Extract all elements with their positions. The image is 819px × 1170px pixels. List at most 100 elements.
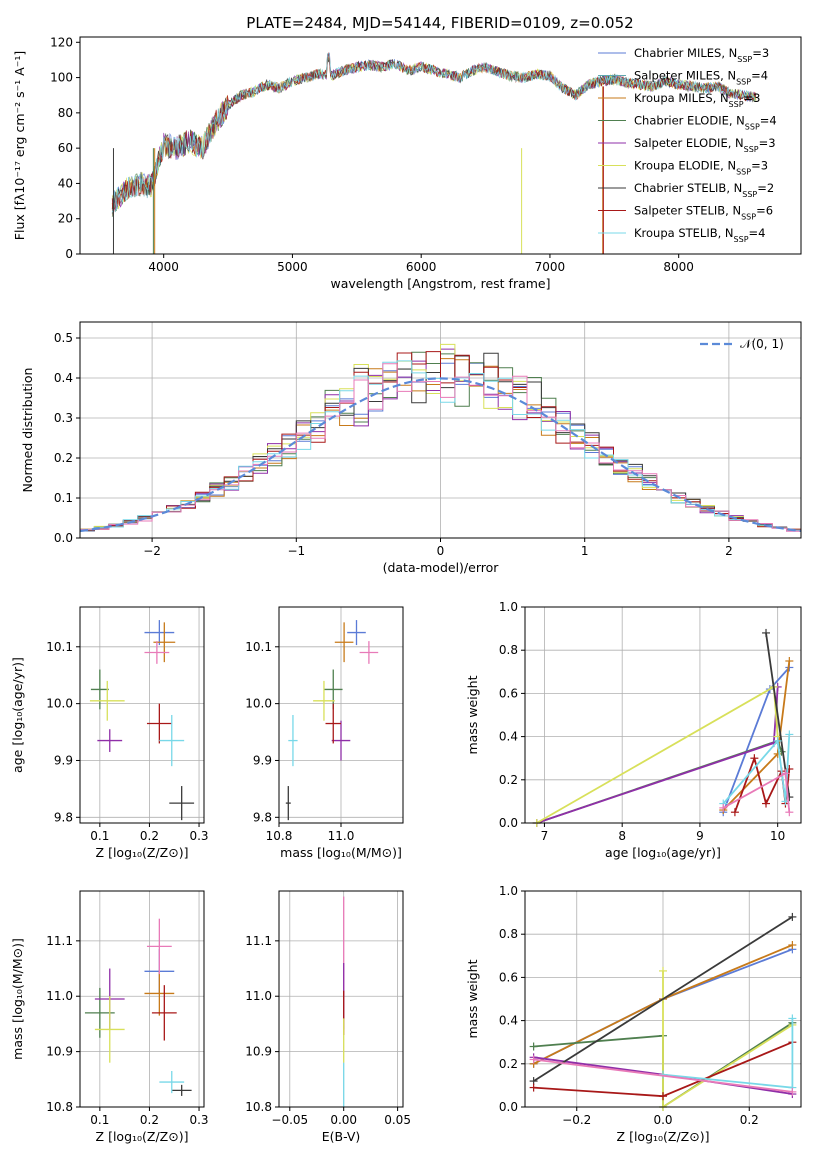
y-tick-label: 0.4 (499, 730, 518, 744)
x-axis-label: Z [log₁₀(Z/Z⊙)] (96, 1129, 189, 1144)
x-axis-label: Z [log₁₀(Z/Z⊙)] (96, 845, 189, 860)
y-tick-label: 0.0 (54, 531, 73, 545)
mass-vs-metallicity-panel: 0.1 0.2 0.3 10.8 10.9 11.0 11.1 Z [log₁₀(Z/Z⊙)]… (10, 890, 209, 1144)
legend-label: Chabrier STELIB, NSSP=2 (634, 181, 774, 199)
x-tick-label: 7000 (535, 260, 566, 274)
x-tick-label: 2 (725, 544, 733, 558)
x-tick-label: 0.2 (140, 829, 159, 843)
x-tick-label: 0.0 (653, 1113, 672, 1127)
x-axis-label: mass [log₁₀(M/M⊙)] (280, 845, 402, 860)
y-tick-label: 10.9 (46, 1045, 73, 1059)
x-tick-label: 10 (770, 829, 785, 843)
y-axis-label: mass weight (465, 959, 480, 1038)
x-axis-label: (data-model)/error (383, 560, 500, 575)
x-tick-label: 0.3 (189, 829, 208, 843)
y-tick-label: 0.1 (54, 491, 73, 505)
y-tick-label: 20 (58, 212, 73, 226)
y-tick-label: 0.6 (499, 686, 518, 700)
y-tick-label: 11.1 (245, 934, 272, 948)
y-tick-label: 0.0 (499, 816, 518, 830)
weight-line (662, 1018, 794, 1089)
age-vs-mass-panel: 10.8 11.0 9.8 9.9 10.0 10.1 mass [log₁₀(M/M⊙)] (245, 606, 404, 860)
y-tick-label: 10.1 (46, 640, 73, 654)
y-axis-label: age [log₁₀(age/yr)] (10, 657, 25, 773)
axes-frame (524, 890, 802, 1108)
axes-frame (79, 36, 802, 255)
x-axis-label: wavelength [Angstrom, rest frame] (330, 276, 550, 291)
axes-frame (278, 890, 404, 1108)
y-axis-label: Flux [fλ10⁻¹⁷ erg cm⁻² s⁻¹ A⁻¹] (12, 51, 27, 240)
x-tick-label: 11.0 (328, 829, 355, 843)
legend-label: Salpeter MILES, NSSP=4 (634, 69, 768, 87)
x-tick-label: 0.05 (384, 1113, 411, 1127)
x-tick-label: 0 (437, 544, 445, 558)
x-tick-label: 4000 (148, 260, 179, 274)
y-axis-label: mass [log₁₀(M/M⊙)] (10, 938, 25, 1060)
y-tick-label: 0.2 (499, 773, 518, 787)
y-tick-label: 9.8 (54, 810, 73, 824)
spectrum-panel: 4000 5000 6000 7000 8000 0 20 40 60 80 100 120 wavel… (12, 35, 802, 291)
y-tick-label: 0.2 (499, 1057, 518, 1071)
age-vs-metallicity-panel: 0.1 0.2 0.3 9.8 9.9 10.0 10.1 Z [log₁₀(Z/Z⊙)] ag… (10, 606, 209, 860)
x-tick-label: −1 (287, 544, 305, 558)
legend-label: Kroupa STELIB, NSSP=4 (634, 226, 765, 244)
legend-label: Chabrier MILES, NSSP=3 (634, 46, 769, 64)
y-axis-label: mass weight (465, 675, 480, 754)
x-tick-label: 0.00 (330, 1113, 357, 1127)
residuals-panel: −2 −1 0 1 2 0.0 0.1 0.2 0.3 0.4 0.5 (data-model)/er… (20, 321, 802, 575)
y-tick-label: 9.9 (54, 753, 73, 767)
y-tick-label: 0.5 (54, 331, 73, 345)
weight-vs-metallicity-panel: −0.2 0.0 0.2 0.0 0.2 0.4 0.6 0.8 1.0 Z [log₁₀(Z/Z… (465, 884, 802, 1144)
y-tick-label: 1.0 (499, 884, 518, 898)
y-tick-label: 0.6 (499, 970, 518, 984)
y-tick-label: 0.0 (499, 1100, 518, 1114)
y-tick-label: 0.2 (54, 451, 73, 465)
axes-frame (79, 606, 205, 824)
histogram-step (79, 363, 802, 533)
x-tick-label: 8 (618, 829, 626, 843)
axes-frame (524, 606, 802, 824)
y-tick-label: 80 (58, 106, 73, 120)
x-tick-label: 5000 (277, 260, 308, 274)
axes-frame (79, 890, 205, 1108)
normal-curve (79, 377, 802, 533)
legend-label: Kroupa MILES, NSSP=3 (634, 91, 760, 109)
y-tick-label: 0.8 (499, 927, 518, 941)
weight-line (533, 1058, 793, 1093)
x-axis-label: E(B-V) (322, 1129, 361, 1144)
y-tick-label: 1.0 (499, 600, 518, 614)
x-tick-label: 0.2 (140, 1113, 159, 1127)
axes-frame (79, 321, 802, 539)
x-tick-label: 9 (696, 829, 704, 843)
weight-line (533, 916, 793, 1082)
weight-line (722, 734, 791, 805)
y-tick-label: 0 (65, 247, 73, 261)
legend-label: Salpeter ELODIE, NSSP=3 (634, 136, 776, 154)
mass-vs-extinction-panel: −0.05 0.00 0.05 10.8 10.9 11.0 11.1 E(B-V) (245, 890, 411, 1144)
x-axis-label: Z [log₁₀(Z/Z⊙)] (617, 1129, 710, 1144)
legend-label: Kroupa ELODIE, NSSP=3 (634, 159, 768, 177)
legend-label: Chabrier ELODIE, NSSP=4 (634, 114, 777, 132)
y-axis-label: Normed distribution (20, 368, 35, 493)
x-tick-label: −2 (143, 544, 161, 558)
weight-vs-age-panel: 7 8 9 10 0.0 0.2 0.4 0.6 0.8 1.0 age [log₁₀(age/yr… (465, 600, 802, 860)
x-tick-label: 6000 (406, 260, 437, 274)
figure-title: PLATE=2484, MJD=54144, FIBERID=0109, z=0… (246, 14, 633, 32)
y-tick-label: 9.9 (253, 753, 272, 767)
y-tick-label: 10.8 (245, 1100, 272, 1114)
x-tick-label: −0.2 (562, 1113, 591, 1127)
y-tick-label: 0.3 (54, 411, 73, 425)
y-tick-label: 60 (58, 141, 73, 155)
x-tick-label: 7 (541, 829, 549, 843)
axes-frame (278, 606, 404, 824)
legend-label: 𝒩(0, 1) (740, 337, 784, 351)
x-tick-label: 0.1 (90, 1113, 109, 1127)
x-tick-label: −0.05 (271, 1113, 308, 1127)
y-tick-label: 10.0 (46, 697, 73, 711)
y-tick-label: 11.0 (46, 989, 73, 1003)
y-tick-label: 10.8 (46, 1100, 73, 1114)
x-axis-label: age [log₁₀(age/yr)] (605, 845, 721, 860)
y-tick-label: 0.4 (499, 1014, 518, 1028)
x-tick-label: 0.1 (90, 829, 109, 843)
